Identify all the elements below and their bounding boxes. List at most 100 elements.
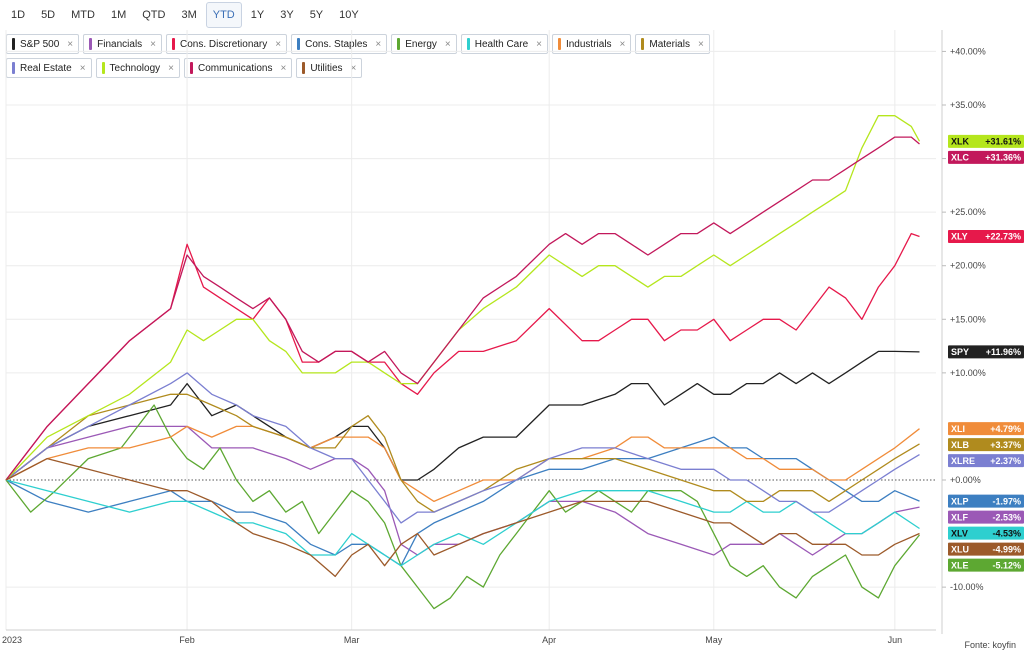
remove-series-icon[interactable]: × xyxy=(697,38,704,50)
x-tick-label: Jun xyxy=(888,635,903,645)
end-tag-background xyxy=(948,150,1024,164)
series-line-xlp[interactable] xyxy=(5,436,920,567)
legend-chip[interactable]: Real Estate × xyxy=(6,58,92,78)
legend: S&P 500 × Financials × Cons. Discretionary × C… xyxy=(6,34,766,78)
range-button-3y[interactable]: 3Y xyxy=(280,9,294,21)
series-line-xlk[interactable] xyxy=(5,115,921,481)
remove-series-icon[interactable]: × xyxy=(619,38,626,50)
legend-chip[interactable]: Communications × xyxy=(183,58,293,78)
remove-series-icon[interactable]: × xyxy=(375,38,382,50)
legend-label: Energy xyxy=(405,38,437,50)
range-button-10y[interactable]: 10Y xyxy=(339,9,359,21)
end-tag-xlu: XLU -4.99% xyxy=(948,542,1024,556)
legend-swatch xyxy=(12,62,15,74)
legend-swatch xyxy=(101,62,105,74)
range-button-3m[interactable]: 3M xyxy=(181,9,197,21)
remove-series-icon[interactable]: × xyxy=(280,62,287,74)
legend-swatch xyxy=(189,62,193,74)
legend-label: Utilities xyxy=(310,62,343,74)
end-tag-ticker: XLF xyxy=(951,512,969,522)
end-tag-value: +22.73% xyxy=(985,232,1021,242)
legend-swatch xyxy=(397,38,401,50)
series-line-xlu[interactable] xyxy=(5,457,920,578)
legend-swatch xyxy=(557,38,561,50)
end-tag-ticker: XLC xyxy=(951,153,970,163)
remove-series-icon[interactable]: × xyxy=(350,62,357,74)
series-line-xlc[interactable] xyxy=(5,136,920,481)
range-selector: 1D 5D MTD 1M QTD 3M YTD 1Y 3Y 5Y 10Y xyxy=(4,2,366,28)
legend-chip[interactable]: S&P 500 × xyxy=(6,34,80,54)
legend-chip[interactable]: Financials × xyxy=(83,34,163,54)
end-tag-value: +2.37% xyxy=(990,456,1021,466)
legend-label: Technology xyxy=(109,62,161,74)
end-tag-background xyxy=(948,422,1024,436)
range-button-1y[interactable]: 1Y xyxy=(250,9,265,21)
end-tag-ticker: XLY xyxy=(951,232,968,242)
legend-chip[interactable]: Health Care × xyxy=(460,34,548,54)
legend-label: Materials xyxy=(649,38,690,50)
legend-chip[interactable]: Cons. Staples × xyxy=(291,34,388,54)
end-tag-value: -5.12% xyxy=(992,560,1021,570)
remove-series-icon[interactable]: × xyxy=(79,62,86,74)
end-tag-background xyxy=(948,494,1024,508)
legend-chip[interactable]: Cons. Discretionary × xyxy=(166,34,288,54)
remove-series-icon[interactable]: × xyxy=(275,38,282,50)
end-tag-xlre: XLRE +2.37% xyxy=(948,454,1024,468)
end-tag-background xyxy=(948,345,1024,359)
series-line-xlv[interactable] xyxy=(5,479,920,567)
y-tick-label: -10.00% xyxy=(950,582,984,592)
y-tick-label: +20.00% xyxy=(950,261,986,271)
y-tick-label: +15.00% xyxy=(950,314,986,324)
end-tag-value: -4.53% xyxy=(992,528,1021,538)
source-footer: Fonte: koyfin xyxy=(964,640,1016,650)
end-tag-value: +31.61% xyxy=(985,137,1021,147)
end-tag-value: -2.53% xyxy=(992,512,1021,522)
end-tag-xlv: XLV -4.53% xyxy=(948,526,1024,540)
legend-swatch xyxy=(466,38,470,50)
end-tag-background xyxy=(948,438,1024,452)
end-tag-ticker: SPY xyxy=(951,347,969,357)
remove-series-icon[interactable]: × xyxy=(150,38,157,50)
remove-series-icon[interactable]: × xyxy=(67,38,74,50)
range-button-mtd[interactable]: MTD xyxy=(71,9,95,21)
remove-series-icon[interactable]: × xyxy=(168,62,174,74)
end-tag-xlk: XLK +31.61% xyxy=(948,134,1024,148)
series-lines xyxy=(5,115,921,610)
legend-chip[interactable]: Materials × xyxy=(635,34,710,54)
end-tag-background xyxy=(948,542,1024,556)
x-tick-label: Apr xyxy=(542,635,556,645)
remove-series-icon[interactable]: × xyxy=(444,38,451,50)
legend-chip[interactable]: Energy × xyxy=(391,34,457,54)
end-tag-ticker: XLB xyxy=(951,440,970,450)
range-button-1d[interactable]: 1D xyxy=(11,9,26,21)
end-tag-xli: XLI +4.79% xyxy=(948,422,1024,436)
range-button-5y[interactable]: 5Y xyxy=(309,9,324,21)
legend-chip[interactable]: Technology × xyxy=(95,58,180,78)
range-button-5d[interactable]: 5D xyxy=(41,9,56,21)
range-button-ytd[interactable]: YTD xyxy=(205,2,242,28)
legend-chip[interactable]: Industrials × xyxy=(551,34,632,54)
series-line-xly[interactable] xyxy=(5,232,920,481)
legend-swatch xyxy=(172,38,176,50)
end-tag-xlc: XLC +31.36% xyxy=(948,150,1024,164)
range-button-1m[interactable]: 1M xyxy=(110,9,127,21)
x-axis: 2023 Feb Mar Apr May Jun xyxy=(2,629,936,645)
legend-swatch xyxy=(641,38,645,50)
end-tag-xlf: XLF -2.53% xyxy=(948,510,1024,524)
y-tick-label: +40.00% xyxy=(950,46,986,56)
legend-label: Communications xyxy=(197,62,273,74)
y-tick-label: +0.00% xyxy=(950,475,981,485)
series-line-spy[interactable] xyxy=(5,350,920,481)
range-button-qtd[interactable]: QTD xyxy=(142,9,166,21)
end-tag-value: -1.97% xyxy=(992,496,1021,506)
end-tag-value: +4.79% xyxy=(990,424,1021,434)
legend-label: Industrials xyxy=(565,38,612,50)
end-tag-ticker: XLE xyxy=(951,560,969,570)
series-line-xlre[interactable] xyxy=(5,372,920,524)
legend-chip[interactable]: Utilities × xyxy=(296,58,363,78)
end-tag-background xyxy=(948,134,1024,148)
series-line-xle[interactable] xyxy=(5,404,921,610)
remove-series-icon[interactable]: × xyxy=(536,38,542,50)
legend-swatch xyxy=(302,62,306,74)
